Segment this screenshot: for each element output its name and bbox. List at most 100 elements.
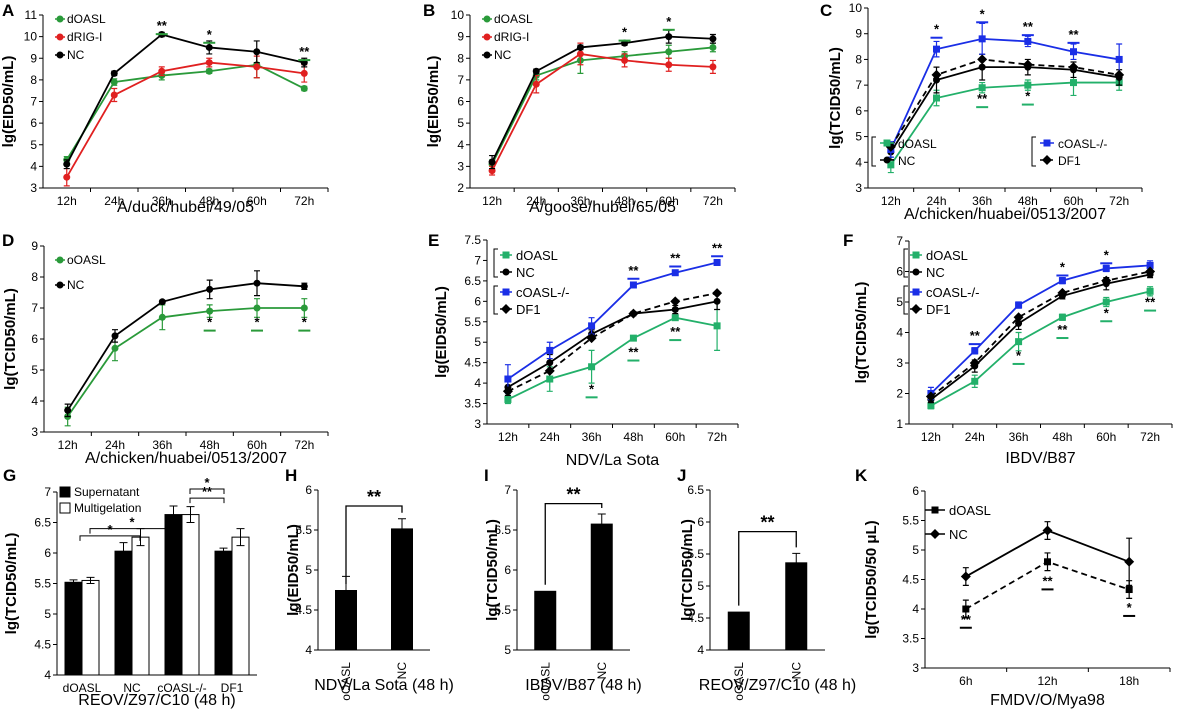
y-axis-label: lg(EID50/mL) — [0, 56, 17, 148]
x-tick-label: 72h — [294, 194, 314, 208]
panel-B: B 2 3 4 5 6 7 8 9 10 lg(EID50/mL) 12h 24h 36h 48h 60h 72… — [423, 1, 736, 216]
data-point — [502, 288, 510, 296]
significance-mark: * — [589, 381, 595, 396]
data-point — [1102, 298, 1110, 306]
data-point — [546, 359, 554, 367]
y-tick-label: 6.5 — [34, 516, 51, 530]
legend-label: DF1 — [926, 302, 951, 317]
data-point — [501, 304, 511, 314]
significance-mark: * — [302, 315, 308, 330]
data-point — [56, 33, 64, 41]
significance-mark: ** — [566, 485, 580, 505]
legend-label: cOASL-/- — [1058, 137, 1107, 151]
data-point — [629, 334, 637, 342]
data-point — [671, 306, 679, 314]
data-point — [1070, 79, 1077, 87]
data-point — [712, 288, 723, 299]
legend-bracket — [1031, 136, 1036, 167]
legend-bracket — [493, 248, 498, 278]
significance-mark: ** — [367, 487, 381, 507]
data-point — [962, 605, 970, 613]
significance-mark: ** — [712, 240, 723, 255]
data-point — [912, 251, 920, 259]
x-tick-label: 12h — [57, 194, 77, 208]
x-tick-label: oOASL — [732, 662, 746, 701]
y-tick-label: 5.5 — [295, 523, 312, 537]
y-tick-label: 9 — [457, 30, 464, 44]
x-tick-label: 60h — [247, 194, 267, 208]
data-point — [1042, 525, 1053, 536]
significance-mark: * — [1104, 305, 1110, 320]
data-point — [546, 346, 554, 354]
y-tick-label: 10 — [451, 8, 465, 22]
panel-label: K — [855, 466, 868, 485]
bar — [785, 562, 808, 650]
series-line-oOASL — [66, 307, 305, 418]
data-point — [665, 33, 673, 41]
x-axis-label: IBDV/B87 — [1005, 450, 1075, 467]
significance-bracket — [89, 528, 175, 534]
x-tick-label: 36h — [582, 430, 602, 444]
data-point — [56, 256, 64, 264]
legend-label: NC — [67, 278, 85, 292]
x-tick-label: NC — [395, 662, 409, 680]
x-tick-label: 60h — [1096, 430, 1116, 444]
data-point — [586, 333, 597, 344]
data-point — [110, 91, 118, 99]
data-point — [206, 307, 214, 315]
significance-mark: * — [207, 315, 213, 330]
x-tick-label: 24h — [526, 194, 546, 208]
data-point — [883, 156, 891, 164]
legend-label: dOASL — [898, 137, 937, 151]
bar-Supernatant — [114, 550, 133, 676]
y-tick-label: 3 — [912, 661, 919, 675]
y-tick-label: 6 — [474, 294, 481, 308]
data-point — [709, 35, 717, 43]
y-tick-label: 4 — [305, 643, 312, 657]
y-tick-label: 10 — [849, 1, 863, 15]
data-point — [1015, 301, 1023, 309]
x-tick-label: oOASL — [538, 662, 552, 701]
x-tick-label: 24h — [104, 194, 124, 208]
data-point — [912, 268, 920, 276]
significance-bracket — [345, 505, 403, 584]
bar — [534, 590, 557, 650]
error-bar — [169, 505, 178, 524]
significance-mark: * — [254, 315, 260, 330]
y-tick-label: 3 — [31, 425, 38, 439]
panel-label: F — [843, 231, 853, 250]
data-point — [110, 78, 118, 86]
y-tick-label: 5 — [457, 116, 464, 130]
data-point — [576, 43, 584, 51]
legend-label: NC — [516, 265, 535, 280]
data-point — [960, 571, 971, 582]
x-axis-label: IBDV/B87 (48 h) — [525, 677, 642, 694]
y-tick-label: 3.5 — [464, 397, 481, 411]
bar-Supernatant — [214, 550, 233, 676]
series-line-dOASL — [491, 46, 714, 165]
significance-mark: ** — [670, 324, 681, 339]
bar-Multigelation — [231, 536, 250, 676]
data-point — [158, 298, 166, 306]
legend-label: dOASL — [926, 248, 968, 263]
data-point — [158, 67, 166, 75]
y-tick-label: 4 — [31, 394, 38, 408]
significance-mark: * — [1025, 89, 1031, 104]
error-bar — [86, 576, 95, 584]
x-tick-label: 36h — [1009, 430, 1029, 444]
y-tick-label: 4.5 — [902, 573, 919, 587]
y-tick-label: 6 — [305, 483, 312, 497]
data-point — [253, 63, 261, 71]
y-axis-label: lg(TCID50/mL) — [484, 519, 501, 621]
x-axis-label: NDV/La Sota (48 h) — [314, 677, 454, 694]
x-tick-label: 12h — [498, 430, 518, 444]
panel-I: I 5 5.5 6 6.5 7 lg(TCID50/mL) IBDV/B87 (48 h)oO… — [484, 466, 642, 701]
series-line-dRIG-I — [65, 61, 305, 178]
y-tick-label: 3 — [896, 356, 903, 370]
y-tick-label: 6.5 — [464, 274, 481, 288]
x-tick-label: DF1 — [221, 681, 244, 695]
y-tick-label: 8 — [457, 51, 464, 65]
panel-J: J 4 4.5 5 5.5 6 6.5 lg(TCID50/mL) REOV/Z97/C10 (… — [677, 466, 856, 701]
y-tick-label: 6 — [912, 484, 919, 498]
